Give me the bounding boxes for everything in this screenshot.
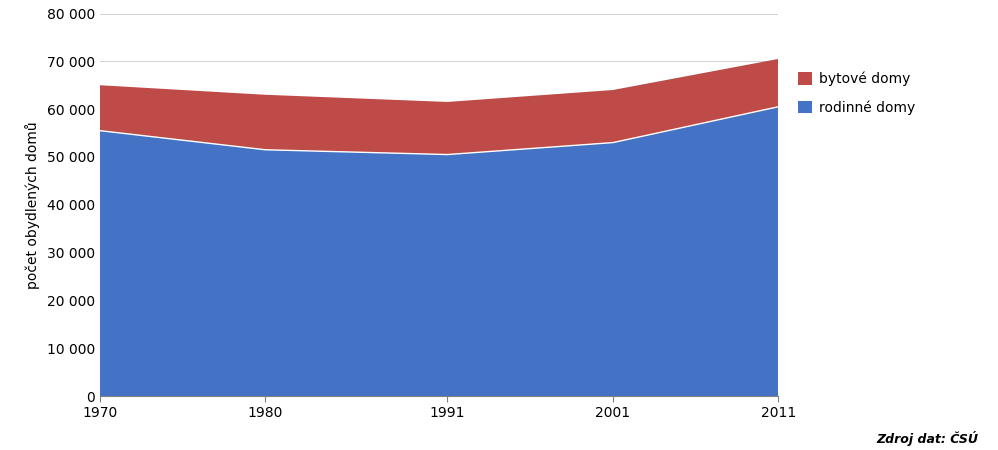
Legend: bytové domy, rodinné domy: bytové domy, rodinné domy xyxy=(792,66,920,120)
Y-axis label: počet obydlených domů: počet obydlených domů xyxy=(25,121,40,288)
Text: Zdroj dat: ČSÚ: Zdroj dat: ČSÚ xyxy=(876,431,978,446)
